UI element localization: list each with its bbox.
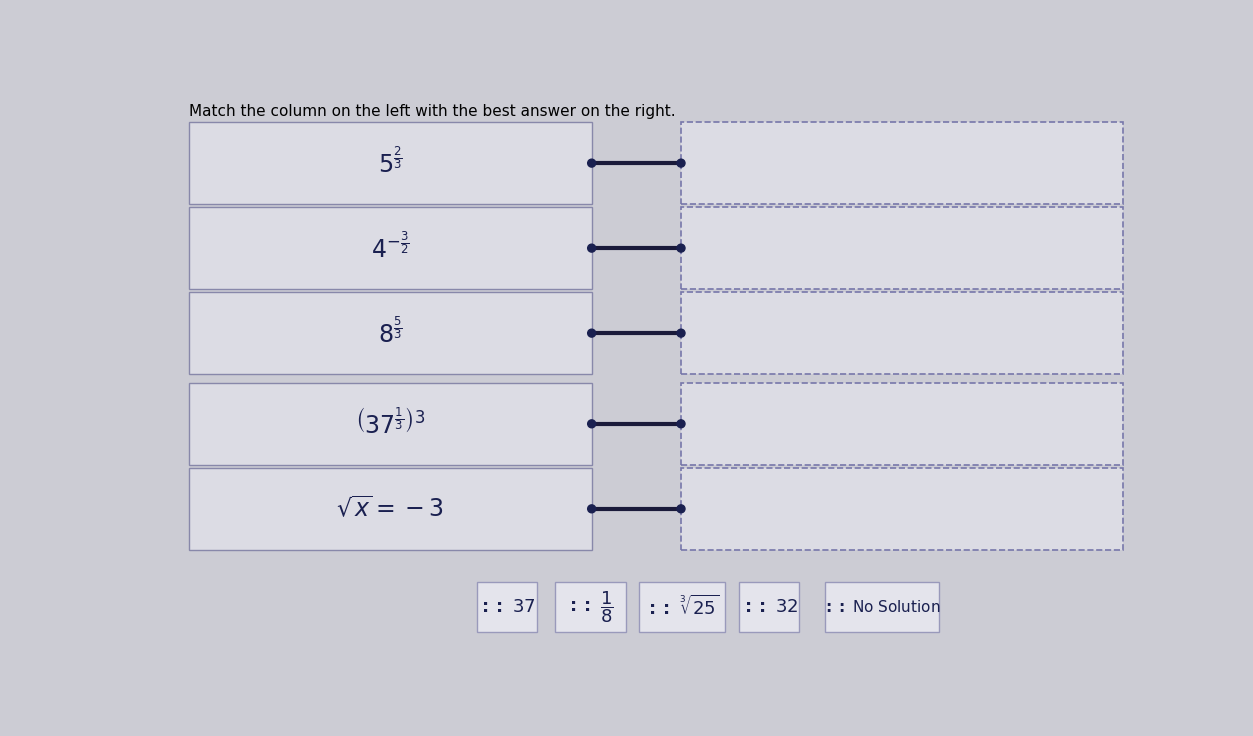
Text: $\mathbf{::}\ \dfrac{1}{8}$: $\mathbf{::}\ \dfrac{1}{8}$ (566, 589, 614, 625)
FancyBboxPatch shape (639, 582, 724, 631)
Ellipse shape (588, 244, 595, 252)
Ellipse shape (677, 420, 685, 428)
Ellipse shape (588, 329, 595, 337)
Ellipse shape (677, 159, 685, 167)
FancyBboxPatch shape (189, 122, 591, 204)
Text: Match the column on the left with the best answer on the right.: Match the column on the left with the be… (189, 105, 675, 119)
FancyBboxPatch shape (189, 208, 591, 289)
Text: $\mathbf{::}\ 32$: $\mathbf{::}\ 32$ (741, 598, 798, 616)
FancyBboxPatch shape (477, 582, 538, 631)
FancyBboxPatch shape (189, 468, 591, 550)
FancyBboxPatch shape (682, 122, 1123, 204)
FancyBboxPatch shape (189, 383, 591, 464)
Ellipse shape (588, 505, 595, 513)
FancyBboxPatch shape (682, 383, 1123, 464)
FancyBboxPatch shape (189, 292, 591, 374)
Text: $4^{-\frac{3}{2}}$: $4^{-\frac{3}{2}}$ (371, 233, 410, 263)
Ellipse shape (677, 329, 685, 337)
Ellipse shape (588, 159, 595, 167)
FancyBboxPatch shape (739, 582, 799, 631)
FancyBboxPatch shape (555, 582, 625, 631)
FancyBboxPatch shape (682, 468, 1123, 550)
Text: $\mathbf{::}\ \mathrm{No\ Solution}$: $\mathbf{::}\ \mathrm{No\ Solution}$ (823, 599, 941, 615)
FancyBboxPatch shape (824, 582, 940, 631)
Text: $\left(37^{\frac{1}{3}}\right)^{3}$: $\left(37^{\frac{1}{3}}\right)^{3}$ (355, 408, 426, 439)
FancyBboxPatch shape (682, 292, 1123, 374)
Text: $8^{\frac{5}{3}}$: $8^{\frac{5}{3}}$ (378, 318, 402, 348)
Ellipse shape (677, 244, 685, 252)
Text: $5^{\frac{2}{3}}$: $5^{\frac{2}{3}}$ (378, 148, 402, 178)
FancyBboxPatch shape (682, 208, 1123, 289)
Ellipse shape (588, 420, 595, 428)
Text: $\mathbf{::}\ 37$: $\mathbf{::}\ 37$ (479, 598, 536, 616)
Ellipse shape (677, 505, 685, 513)
Text: $\sqrt{x} = -3$: $\sqrt{x} = -3$ (336, 496, 445, 522)
Text: $\mathbf{::}\ \sqrt[3]{25}$: $\mathbf{::}\ \sqrt[3]{25}$ (645, 595, 719, 619)
